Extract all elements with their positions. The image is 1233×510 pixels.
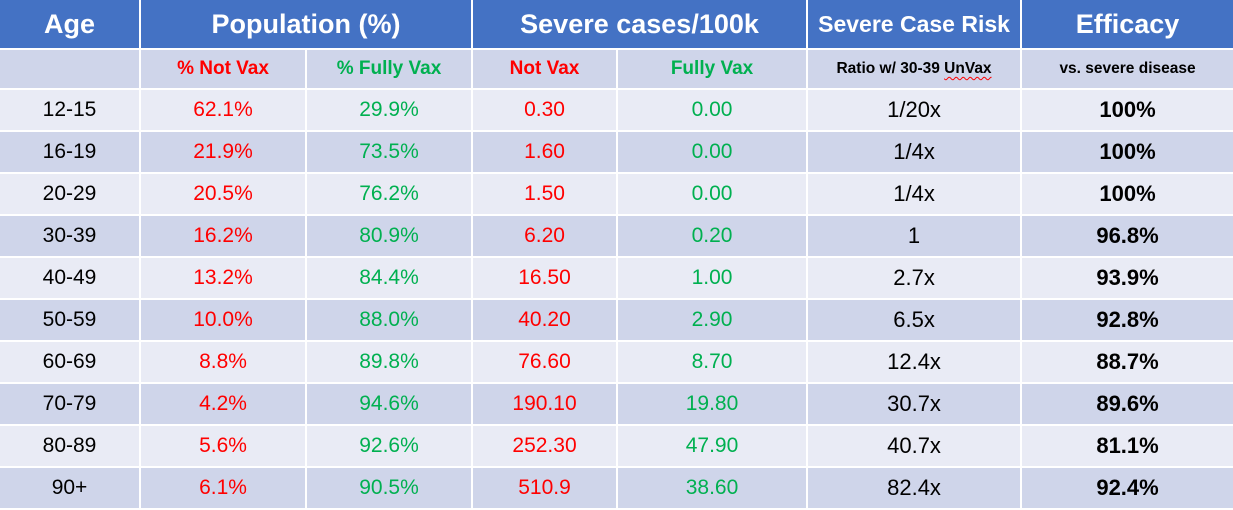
fully-vax-rate-cell: 19.80	[617, 383, 809, 426]
not-vax-rate-cell: 6.20	[472, 215, 619, 258]
age-cell: 80-89	[0, 425, 141, 468]
risk-ratio-cell: 1/20x	[807, 89, 1023, 132]
pct-fully-vax-cell: 29.9%	[306, 89, 474, 132]
group-header-row: Age Population (%) Severe cases/100k Sev…	[0, 0, 1233, 50]
fully-vax-rate-cell: 0.00	[617, 89, 809, 132]
pct-fully-vax-cell: 73.5%	[306, 131, 474, 174]
table-row: 80-89 5.6% 92.6% 252.30 47.90 40.7x 81.1%	[0, 425, 1233, 468]
pct-fully-vax-cell: 90.5%	[306, 467, 474, 510]
severe-case-risk-header: Severe Case Risk	[807, 0, 1023, 50]
pct-fully-vax-cell: 76.2%	[306, 173, 474, 216]
efficacy-cell: 93.9%	[1021, 257, 1233, 300]
age-cell: 16-19	[0, 131, 141, 174]
table-row: 40-49 13.2% 84.4% 16.50 1.00 2.7x 93.9%	[0, 257, 1233, 300]
age-cell: 20-29	[0, 173, 141, 216]
pct-not-vax-cell: 8.8%	[140, 341, 307, 384]
age-subheader	[0, 49, 141, 90]
fully-vax-rate-cell: 1.00	[617, 257, 809, 300]
age-header: Age	[0, 0, 141, 50]
pct-fully-vax-subheader: % Fully Vax	[306, 49, 474, 90]
efficacy-cell: 89.6%	[1021, 383, 1233, 426]
risk-ratio-cell: 6.5x	[807, 299, 1023, 342]
efficacy-cell: 88.7%	[1021, 341, 1233, 384]
pct-fully-vax-cell: 92.6%	[306, 425, 474, 468]
risk-ratio-cell: 1	[807, 215, 1023, 258]
not-vax-rate-cell: 1.60	[472, 131, 619, 174]
fully-vax-subheader: Fully Vax	[617, 49, 809, 90]
not-vax-rate-cell: 16.50	[472, 257, 619, 300]
efficacy-cell: 100%	[1021, 89, 1233, 132]
risk-ratio-cell: 40.7x	[807, 425, 1023, 468]
age-cell: 50-59	[0, 299, 141, 342]
not-vax-rate-cell: 190.10	[472, 383, 619, 426]
age-cell: 90+	[0, 467, 141, 510]
not-vax-rate-cell: 510.9	[472, 467, 619, 510]
table-row: 60-69 8.8% 89.8% 76.60 8.70 12.4x 88.7%	[0, 341, 1233, 384]
pct-not-vax-cell: 10.0%	[140, 299, 307, 342]
age-cell: 70-79	[0, 383, 141, 426]
pct-not-vax-cell: 62.1%	[140, 89, 307, 132]
fully-vax-rate-cell: 38.60	[617, 467, 809, 510]
risk-ratio-cell: 30.7x	[807, 383, 1023, 426]
table-row: 12-15 62.1% 29.9% 0.30 0.00 1/20x 100%	[0, 89, 1233, 132]
fully-vax-rate-cell: 0.20	[617, 215, 809, 258]
fully-vax-rate-cell: 2.90	[617, 299, 809, 342]
sub-header-row: % Not Vax % Fully Vax Not Vax Fully Vax …	[0, 49, 1233, 90]
table-row: 20-29 20.5% 76.2% 1.50 0.00 1/4x 100%	[0, 173, 1233, 216]
risk-ratio-cell: 2.7x	[807, 257, 1023, 300]
age-cell: 60-69	[0, 341, 141, 384]
risk-ratio-cell: 12.4x	[807, 341, 1023, 384]
table-row: 70-79 4.2% 94.6% 190.10 19.80 30.7x 89.6%	[0, 383, 1233, 426]
pct-not-vax-subheader: % Not Vax	[140, 49, 307, 90]
fully-vax-rate-cell: 0.00	[617, 173, 809, 216]
table-row: 30-39 16.2% 80.9% 6.20 0.20 1 96.8%	[0, 215, 1233, 258]
ratio-subheader-unvax: UnVax	[944, 60, 992, 77]
pct-not-vax-cell: 4.2%	[140, 383, 307, 426]
ratio-subheader-prefix: Ratio w/ 30-39	[836, 60, 945, 77]
not-vax-rate-cell: 76.60	[472, 341, 619, 384]
risk-ratio-cell: 82.4x	[807, 467, 1023, 510]
not-vax-subheader: Not Vax	[472, 49, 619, 90]
not-vax-rate-cell: 40.20	[472, 299, 619, 342]
efficacy-subheader: vs. severe disease	[1021, 49, 1233, 90]
efficacy-cell: 100%	[1021, 173, 1233, 216]
pct-not-vax-cell: 6.1%	[140, 467, 307, 510]
efficacy-cell: 96.8%	[1021, 215, 1233, 258]
fully-vax-rate-cell: 47.90	[617, 425, 809, 468]
risk-ratio-cell: 1/4x	[807, 173, 1023, 216]
pct-not-vax-cell: 13.2%	[140, 257, 307, 300]
pct-fully-vax-cell: 84.4%	[306, 257, 474, 300]
pct-not-vax-cell: 21.9%	[140, 131, 307, 174]
efficacy-cell: 92.8%	[1021, 299, 1233, 342]
not-vax-rate-cell: 252.30	[472, 425, 619, 468]
pct-fully-vax-cell: 88.0%	[306, 299, 474, 342]
table-row: 50-59 10.0% 88.0% 40.20 2.90 6.5x 92.8%	[0, 299, 1233, 342]
efficacy-cell: 81.1%	[1021, 425, 1233, 468]
pct-fully-vax-cell: 89.8%	[306, 341, 474, 384]
pct-fully-vax-cell: 94.6%	[306, 383, 474, 426]
fully-vax-rate-cell: 0.00	[617, 131, 809, 174]
population-header: Population (%)	[140, 0, 474, 50]
not-vax-rate-cell: 1.50	[472, 173, 619, 216]
pct-fully-vax-cell: 80.9%	[306, 215, 474, 258]
fully-vax-rate-cell: 8.70	[617, 341, 809, 384]
table-row: 16-19 21.9% 73.5% 1.60 0.00 1/4x 100%	[0, 131, 1233, 174]
age-cell: 30-39	[0, 215, 141, 258]
not-vax-rate-cell: 0.30	[472, 89, 619, 132]
pct-not-vax-cell: 16.2%	[140, 215, 307, 258]
efficacy-cell: 92.4%	[1021, 467, 1233, 510]
pct-not-vax-cell: 5.6%	[140, 425, 307, 468]
efficacy-header: Efficacy	[1021, 0, 1233, 50]
risk-ratio-cell: 1/4x	[807, 131, 1023, 174]
table-row: 90+ 6.1% 90.5% 510.9 38.60 82.4x 92.4%	[0, 467, 1233, 510]
age-cell: 12-15	[0, 89, 141, 132]
ratio-subheader: Ratio w/ 30-39 UnVax	[807, 49, 1023, 90]
severe-cases-header: Severe cases/100k	[472, 0, 809, 50]
age-cell: 40-49	[0, 257, 141, 300]
efficacy-cell: 100%	[1021, 131, 1233, 174]
pct-not-vax-cell: 20.5%	[140, 173, 307, 216]
